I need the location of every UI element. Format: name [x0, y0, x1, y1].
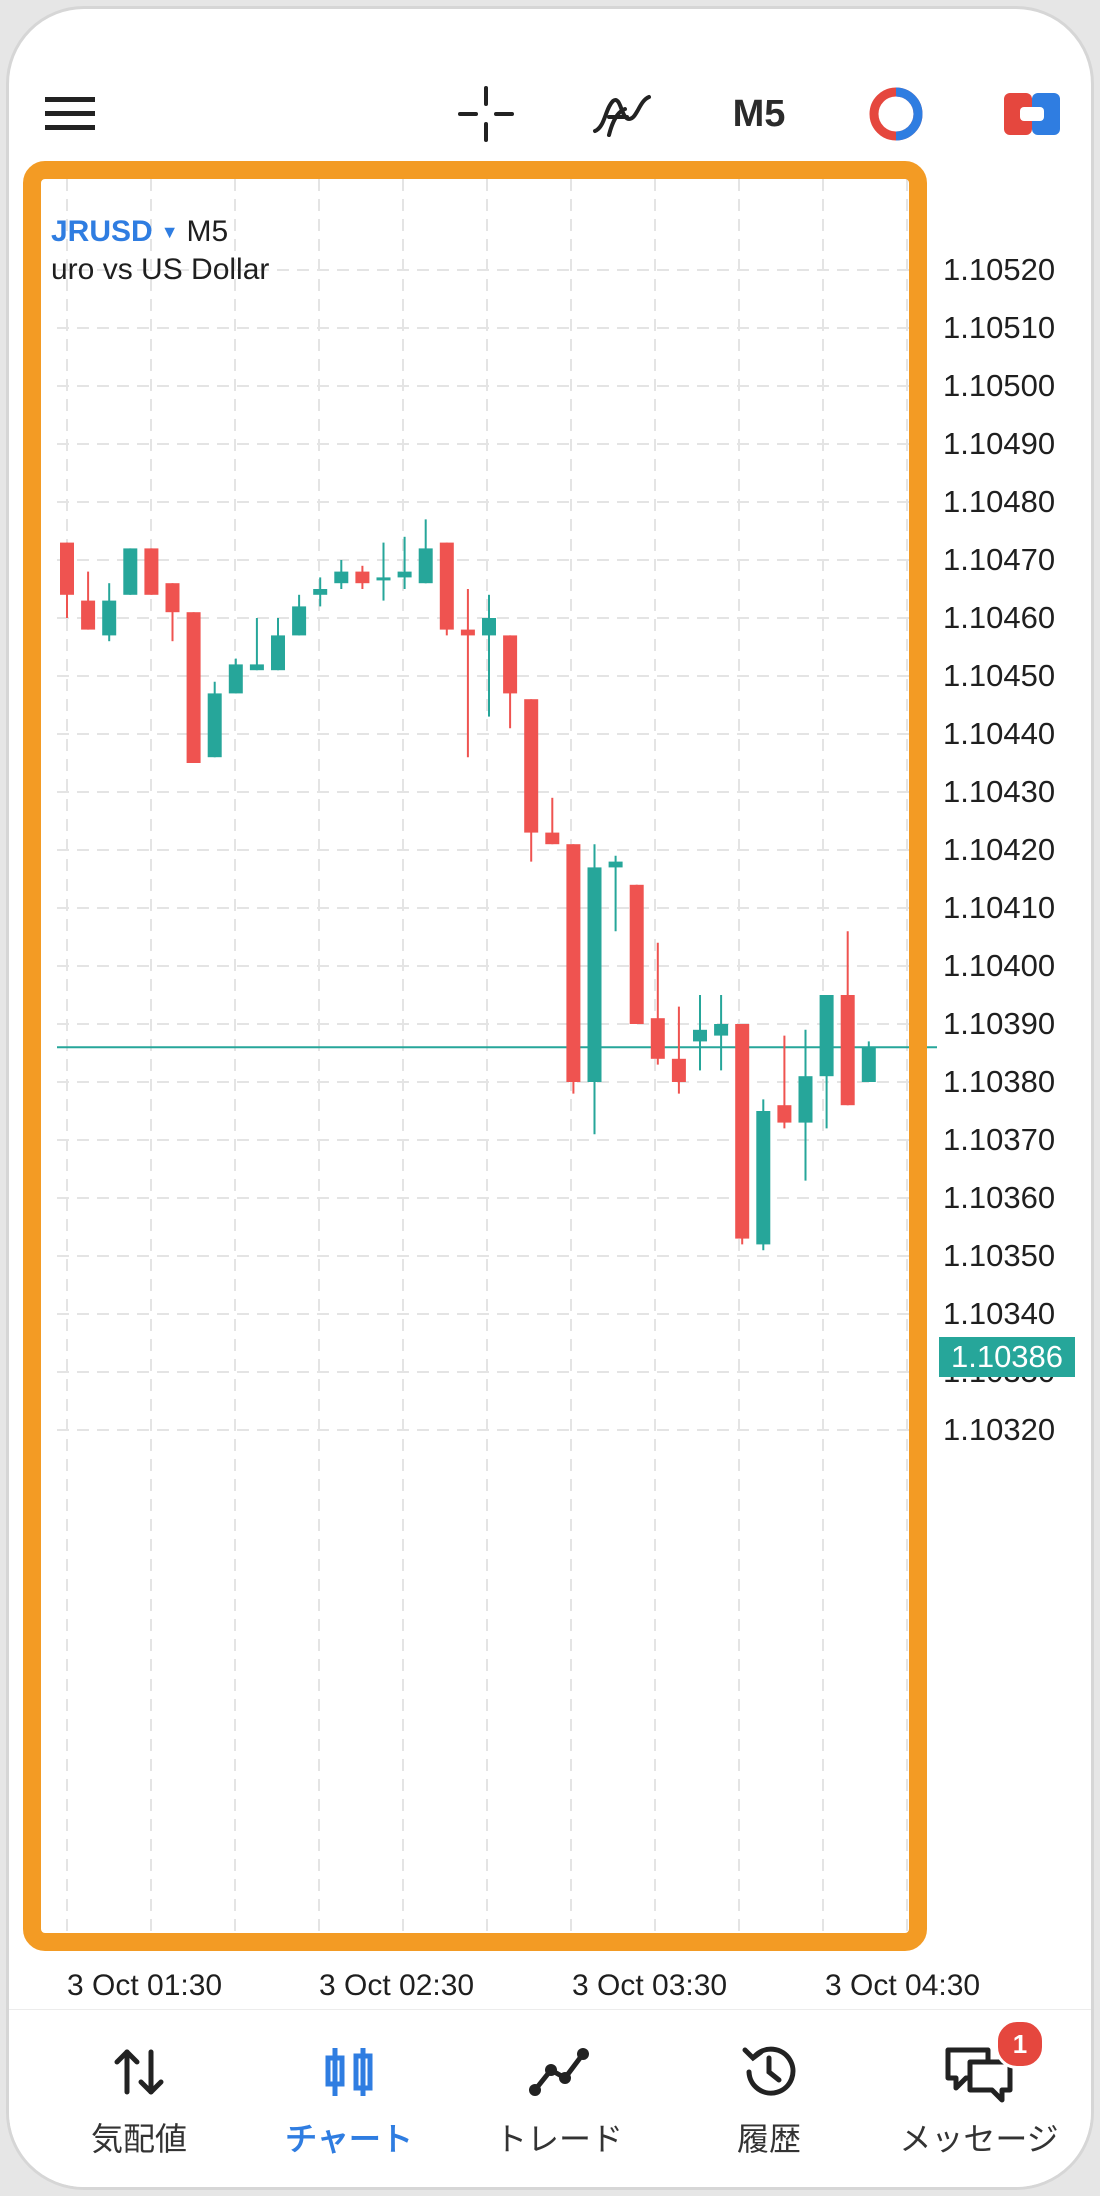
candle-body [629, 884, 644, 1024]
symbol-dropdown-icon[interactable]: ▼ [160, 222, 179, 242]
candle-body [313, 589, 328, 595]
candle-body [798, 1076, 813, 1123]
timeframe-label: M5 [732, 92, 786, 135]
candle-body [587, 867, 602, 1082]
price-axis-label: 1.10410 [943, 890, 1056, 925]
candle-body [355, 571, 370, 584]
nav-label-history: 履歴 [736, 2121, 801, 2157]
candle-body [81, 600, 96, 630]
candle-body [650, 1018, 665, 1059]
top-toolbar: M5 [9, 49, 1091, 179]
nav-label-messages: メッセージ [899, 2121, 1059, 2157]
time-axis-label: 3 Oct 04:30 [825, 1969, 981, 2002]
app-window: M5 JRUSD ▼ M5 uro vs US Dollar 1.10520 1.10… [6, 6, 1094, 2190]
price-axis-label: 1.10340 [943, 1296, 1056, 1331]
price-axis-label: 1.10520 [943, 252, 1056, 287]
candle-body [566, 844, 581, 1082]
candle-body [608, 861, 623, 868]
candle-body [671, 1058, 686, 1082]
nav-label-quotes: 気配値 [90, 2121, 187, 2157]
chart-symbol: JRUSD ▼ M5 [51, 215, 228, 249]
price-axis-label: 1.10360 [943, 1180, 1056, 1215]
history-clock-icon [742, 2046, 796, 2096]
candle-body [439, 542, 454, 630]
price-axis-label: 1.10420 [943, 832, 1056, 867]
candle-body [503, 635, 518, 694]
nav-chart[interactable]: チャート [259, 2040, 439, 2187]
price-axis-label: 1.10450 [943, 658, 1056, 693]
candle-body [292, 606, 307, 636]
price-axis-label: 1.10430 [943, 774, 1056, 809]
candle-body [418, 548, 433, 584]
hamburger-menu-icon[interactable] [27, 49, 113, 179]
candle-body [60, 542, 74, 595]
candle-body [165, 583, 180, 613]
candle-body [861, 1047, 876, 1082]
one-click-trading-icon[interactable] [851, 49, 941, 179]
price-axis-label: 1.10380 [943, 1064, 1056, 1099]
price-axis-label: 1.10470 [943, 542, 1056, 577]
trade-ticket-icon[interactable] [985, 49, 1079, 179]
candle-body [460, 629, 475, 636]
price-axis-label: 1.10320 [943, 1412, 1056, 1447]
price-chart[interactable] [9, 9, 1094, 2009]
nav-trade[interactable]: トレード [469, 2040, 649, 2187]
price-axis-label: 1.10490 [943, 426, 1056, 461]
candle-body [207, 693, 222, 758]
time-axis-label: 3 Oct 01:30 [67, 1969, 223, 2002]
quotes-arrows-icon [114, 2049, 164, 2095]
price-axis-label: 1.10400 [943, 948, 1056, 983]
candle-body [228, 664, 243, 694]
candle-body [123, 548, 138, 595]
candle-body [249, 664, 264, 671]
price-axis-label: 1.10440 [943, 716, 1056, 751]
trade-line-icon [529, 2048, 589, 2096]
current-price-label: 1.10386 [939, 1337, 1075, 1377]
crosshair-icon[interactable] [443, 49, 529, 179]
chart-candles-icon [325, 2048, 373, 2096]
price-axis-label: 1.10370 [943, 1122, 1056, 1157]
candle-body [819, 995, 834, 1077]
candle-body [756, 1111, 771, 1245]
price-axis-label: 1.10500 [943, 368, 1056, 403]
symbol-description: uro vs US Dollar [51, 253, 270, 286]
bottom-navigation: 気配値 チャート トレード 履歴 メッセージ [9, 2009, 1091, 2187]
time-axis-label: 3 Oct 03:30 [572, 1969, 728, 2002]
candle-body [186, 612, 201, 763]
price-axis-label: 1.10510 [943, 310, 1056, 345]
nav-label-chart: チャート [285, 2121, 413, 2157]
price-axis-label: 1.10350 [943, 1238, 1056, 1273]
symbol-name[interactable]: JRUSD [51, 215, 153, 248]
timeframe-button[interactable]: M5 [711, 49, 807, 179]
symbol-timeframe: M5 [186, 215, 229, 248]
nav-messages[interactable]: メッセージ [889, 2040, 1069, 2187]
candle-body [524, 699, 539, 833]
nav-history[interactable]: 履歴 [679, 2040, 859, 2187]
nav-quotes[interactable]: 気配値 [49, 2040, 229, 2187]
nav-label-trade: トレード [494, 2121, 623, 2157]
candle-body [714, 1024, 729, 1036]
candle-body [482, 618, 496, 636]
price-axis-label: 1.10390 [943, 1006, 1056, 1041]
candle-body [334, 571, 349, 584]
messages-badge: 1 [995, 2019, 1045, 2069]
candle-body [777, 1105, 792, 1123]
candle-body [840, 995, 855, 1106]
candle-body [271, 635, 285, 671]
candle-body [144, 548, 159, 595]
candle-body [376, 577, 391, 581]
candle-body [735, 1024, 750, 1239]
time-axis-label: 3 Oct 02:30 [319, 1969, 475, 2002]
price-axis-label: 1.10460 [943, 600, 1056, 635]
candle-body [693, 1029, 707, 1042]
price-axis-label: 1.10480 [943, 484, 1056, 519]
candle-body [102, 600, 117, 636]
candle-body [397, 571, 412, 578]
candle-body [545, 832, 560, 845]
indicators-f-icon[interactable] [577, 49, 667, 179]
